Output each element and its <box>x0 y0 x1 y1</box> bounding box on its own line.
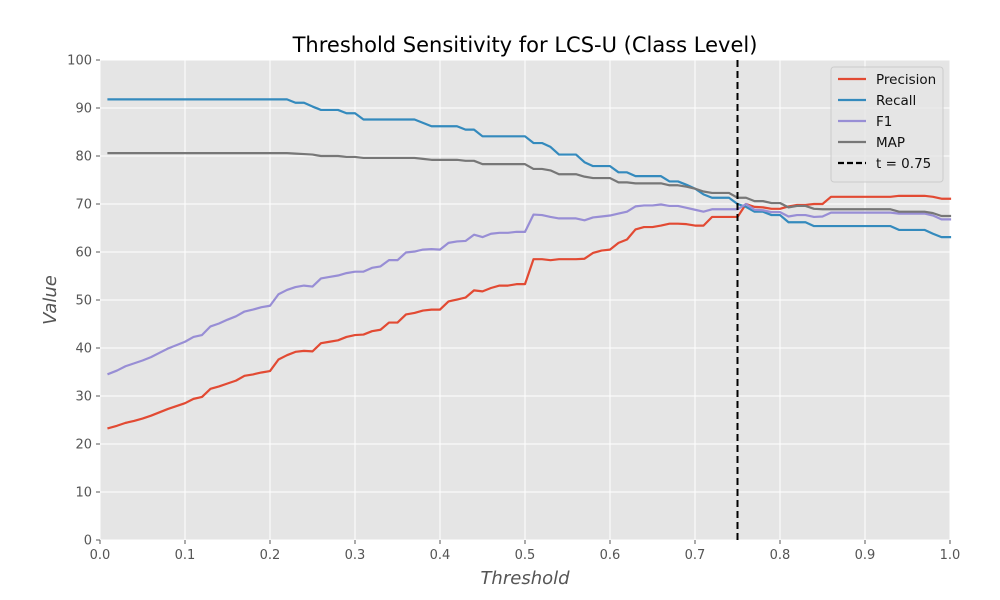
y-tick-label: 10 <box>75 486 92 501</box>
y-tick-label: 30 <box>75 390 92 405</box>
x-tick-label: 0.3 <box>345 548 366 563</box>
x-tick-label: 0.7 <box>685 548 706 563</box>
chart-title: Threshold Sensitivity for LCS-U (Class L… <box>292 33 758 57</box>
series-layer <box>107 98 952 430</box>
legend: Precision Recall F1 MAP t = 0.75 <box>830 66 944 183</box>
legend-label-f1: F1 <box>876 114 892 130</box>
x-tick-label: 0.1 <box>175 548 196 563</box>
x-tick-label: 0.5 <box>515 548 536 563</box>
x-tick-label: 1.0 <box>940 548 961 563</box>
y-tick-label: 60 <box>75 246 92 261</box>
x-tick-label: 0.4 <box>430 548 451 563</box>
y-tick-label: 0 <box>84 534 92 549</box>
x-axis-label: Threshold <box>480 568 570 589</box>
y-tick-label: 80 <box>75 150 92 165</box>
x-tick-label: 0.2 <box>260 548 281 563</box>
legend-label-reference: t = 0.75 <box>876 156 931 172</box>
y-tick-label: 40 <box>75 342 92 357</box>
series-line-map <box>107 152 952 218</box>
legend-label-recall: Recall <box>876 93 916 109</box>
y-tick-label: 100 <box>67 54 92 69</box>
x-tick-label: 0.8 <box>770 548 791 563</box>
series-line-precision <box>107 194 952 430</box>
y-tick-label: 90 <box>75 102 92 117</box>
y-tick-label: 20 <box>75 438 92 453</box>
legend-label-precision: Precision <box>876 72 936 88</box>
x-tick-label: 0.0 <box>90 548 111 563</box>
axis-ticks: 0.0 0.1 0.2 0.3 0.4 0.5 0.6 0.7 0.8 0.9 1.0 0 10 20 30… <box>67 54 960 564</box>
x-tick-label: 0.9 <box>855 548 876 563</box>
y-tick-label: 70 <box>75 198 92 213</box>
y-tick-label: 50 <box>75 294 92 309</box>
x-tick-label: 0.6 <box>600 548 621 563</box>
series-line-recall <box>107 98 952 239</box>
legend-label-map: MAP <box>876 135 905 151</box>
legend-box <box>830 66 944 183</box>
y-axis-label: Value <box>40 275 61 325</box>
series-line-f1 <box>107 202 952 376</box>
